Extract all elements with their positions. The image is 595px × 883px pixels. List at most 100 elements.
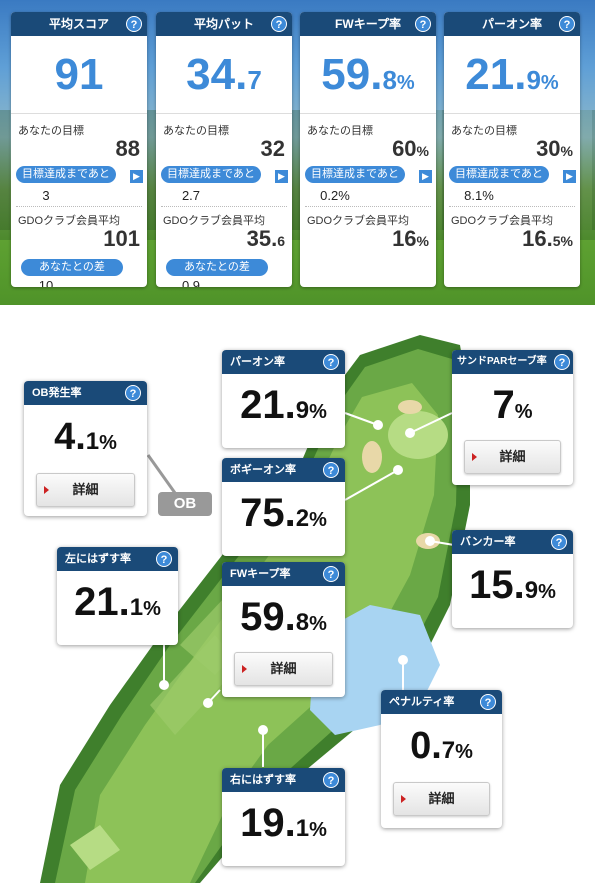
right-miss-box: 右にはずす率? 19.1% — [222, 768, 345, 866]
stat-value: 4.1% — [54, 416, 117, 458]
card-title: 平均スコア — [48, 17, 109, 31]
stat-title: ペナルティ率 — [389, 696, 455, 708]
remain-pill: 目標達成まであと — [449, 166, 549, 183]
stat-header: サンドPARセーブ率? — [452, 350, 573, 374]
stat-header: 右にはずす率? — [222, 768, 345, 792]
goal-label: あなたの目標 — [451, 125, 517, 137]
goal-value: 60% — [392, 136, 429, 161]
card-title: パーオン率 — [481, 17, 542, 31]
chevron-right-icon[interactable]: ▶ — [563, 170, 576, 183]
remain-pill: 目標達成まであと — [16, 166, 116, 183]
ob-rate-box: OB発生率? 4.1% 詳細 — [24, 381, 147, 516]
red-triangle-icon — [472, 453, 477, 461]
fw-keep-card: FWキープ率? 59.8% あなたの目標 60% 目標達成まであと ▶ 0.2%… — [300, 12, 436, 287]
penalty-rate-box: ペナルティ率? 0.7% 詳細 — [381, 690, 502, 828]
red-triangle-icon — [44, 486, 49, 494]
goal-value: 88 — [115, 136, 140, 161]
card-title: FWキープ率 — [335, 17, 401, 31]
card-header: 平均スコア? — [11, 12, 147, 36]
help-icon[interactable]: ? — [559, 16, 575, 32]
par-on-box: パーオン率? 21.9% — [222, 350, 345, 448]
par-on-card: パーオン率? 21.9% あなたの目標 30% 目標達成まであと ▶ 8.1% … — [444, 12, 580, 287]
stat-header: ボギーオン率? — [222, 458, 345, 482]
stat-title: FWキープ率 — [230, 568, 291, 580]
help-icon[interactable]: ? — [554, 354, 570, 370]
stat-title: ボギーオン率 — [230, 464, 296, 476]
help-icon[interactable]: ? — [125, 385, 141, 401]
stat-value: 19.1% — [240, 801, 327, 845]
help-icon[interactable]: ? — [271, 16, 287, 32]
goal-value: 30% — [536, 136, 573, 161]
connector-line — [344, 469, 399, 501]
chevron-right-icon[interactable]: ▶ — [275, 170, 288, 183]
stat-header: バンカー率? — [452, 530, 573, 554]
divider — [161, 206, 287, 207]
stat-value: 59.8% — [240, 595, 327, 639]
divider — [16, 206, 142, 207]
marker-dot — [258, 725, 268, 735]
help-icon[interactable]: ? — [323, 462, 339, 478]
stat-title: バンカー率 — [460, 536, 516, 548]
card-value: 59.8% — [300, 36, 436, 114]
bogey-on-box: ボギーオン率? 75.2% — [222, 458, 345, 556]
detail-button[interactable]: 詳細 — [464, 440, 561, 474]
connector-line — [409, 412, 453, 434]
stat-value: 21.1% — [74, 580, 161, 624]
marker-dot — [159, 680, 169, 690]
remain-pill: 目標達成まであと — [161, 166, 261, 183]
stat-header: 左にはずす率? — [57, 547, 178, 571]
stat-value: 75.2% — [240, 491, 327, 535]
marker-dot — [405, 428, 415, 438]
gdo-label: GDOクラブ会員平均 — [163, 215, 266, 227]
fairway-stripes — [150, 635, 240, 735]
stat-header: OB発生率? — [24, 381, 147, 405]
stat-header: ペナルティ率? — [381, 690, 502, 714]
card-header: パーオン率? — [444, 12, 580, 36]
divider — [449, 206, 575, 207]
help-icon[interactable]: ? — [323, 566, 339, 582]
gdo-label: GDOクラブ会員平均 — [18, 215, 121, 227]
stat-title: パーオン率 — [230, 356, 285, 368]
bunker — [362, 441, 382, 473]
sand-save-box: サンドPARセーブ率? 7% 詳細 — [452, 350, 573, 485]
summary-banner: 平均スコア? 91 あなたの目標 88 目標達成まであと ▶ 3 GDOクラブ会… — [0, 0, 595, 305]
remain-value: 8.1% — [464, 188, 494, 203]
connector-line — [344, 412, 379, 426]
help-icon[interactable]: ? — [480, 694, 496, 710]
detail-button[interactable]: 詳細 — [36, 473, 135, 507]
goal-label: あなたの目標 — [163, 125, 229, 137]
stat-title: サンドPARセーブ率 — [457, 356, 547, 367]
marker-dot — [398, 655, 408, 665]
help-icon[interactable]: ? — [323, 772, 339, 788]
stat-title: 右にはずす率 — [230, 774, 296, 786]
diff-value: 10 — [38, 278, 54, 287]
marker-dot — [393, 465, 403, 475]
gdo-value: 16.5% — [522, 226, 573, 251]
avg-score-card: 平均スコア? 91 あなたの目標 88 目標達成まであと ▶ 3 GDOクラブ会… — [11, 12, 147, 287]
marker-dot — [425, 536, 435, 546]
bunker-rate-box: バンカー率? 15.9% — [452, 530, 573, 628]
remain-value: 2.7 — [181, 188, 201, 203]
remain-pill: 目標達成まであと — [305, 166, 405, 183]
help-icon[interactable]: ? — [126, 16, 142, 32]
stat-title: 左にはずす率 — [65, 553, 131, 565]
divider — [305, 206, 431, 207]
detail-button[interactable]: 詳細 — [234, 652, 333, 686]
detail-button[interactable]: 詳細 — [393, 782, 490, 816]
fw-keep-box: FWキープ率? 59.8% 詳細 — [222, 562, 345, 697]
help-icon[interactable]: ? — [323, 354, 339, 370]
stat-value: 21.9% — [240, 383, 327, 427]
help-icon[interactable]: ? — [415, 16, 431, 32]
help-icon[interactable]: ? — [551, 534, 567, 550]
red-triangle-icon — [242, 665, 247, 673]
chevron-right-icon[interactable]: ▶ — [130, 170, 143, 183]
chevron-right-icon[interactable]: ▶ — [419, 170, 432, 183]
help-icon[interactable]: ? — [156, 551, 172, 567]
stat-title: OB発生率 — [32, 387, 82, 399]
stat-value: 7% — [492, 383, 533, 427]
avg-putt-card: 平均パット? 34.7 あなたの目標 32 目標達成まであと ▶ 2.7 GDO… — [156, 12, 292, 287]
diff-value: 0.9 — [181, 278, 201, 287]
gdo-value: 35.6 — [246, 226, 285, 251]
goal-label: あなたの目標 — [18, 125, 84, 137]
stat-header: FWキープ率? — [222, 562, 345, 586]
